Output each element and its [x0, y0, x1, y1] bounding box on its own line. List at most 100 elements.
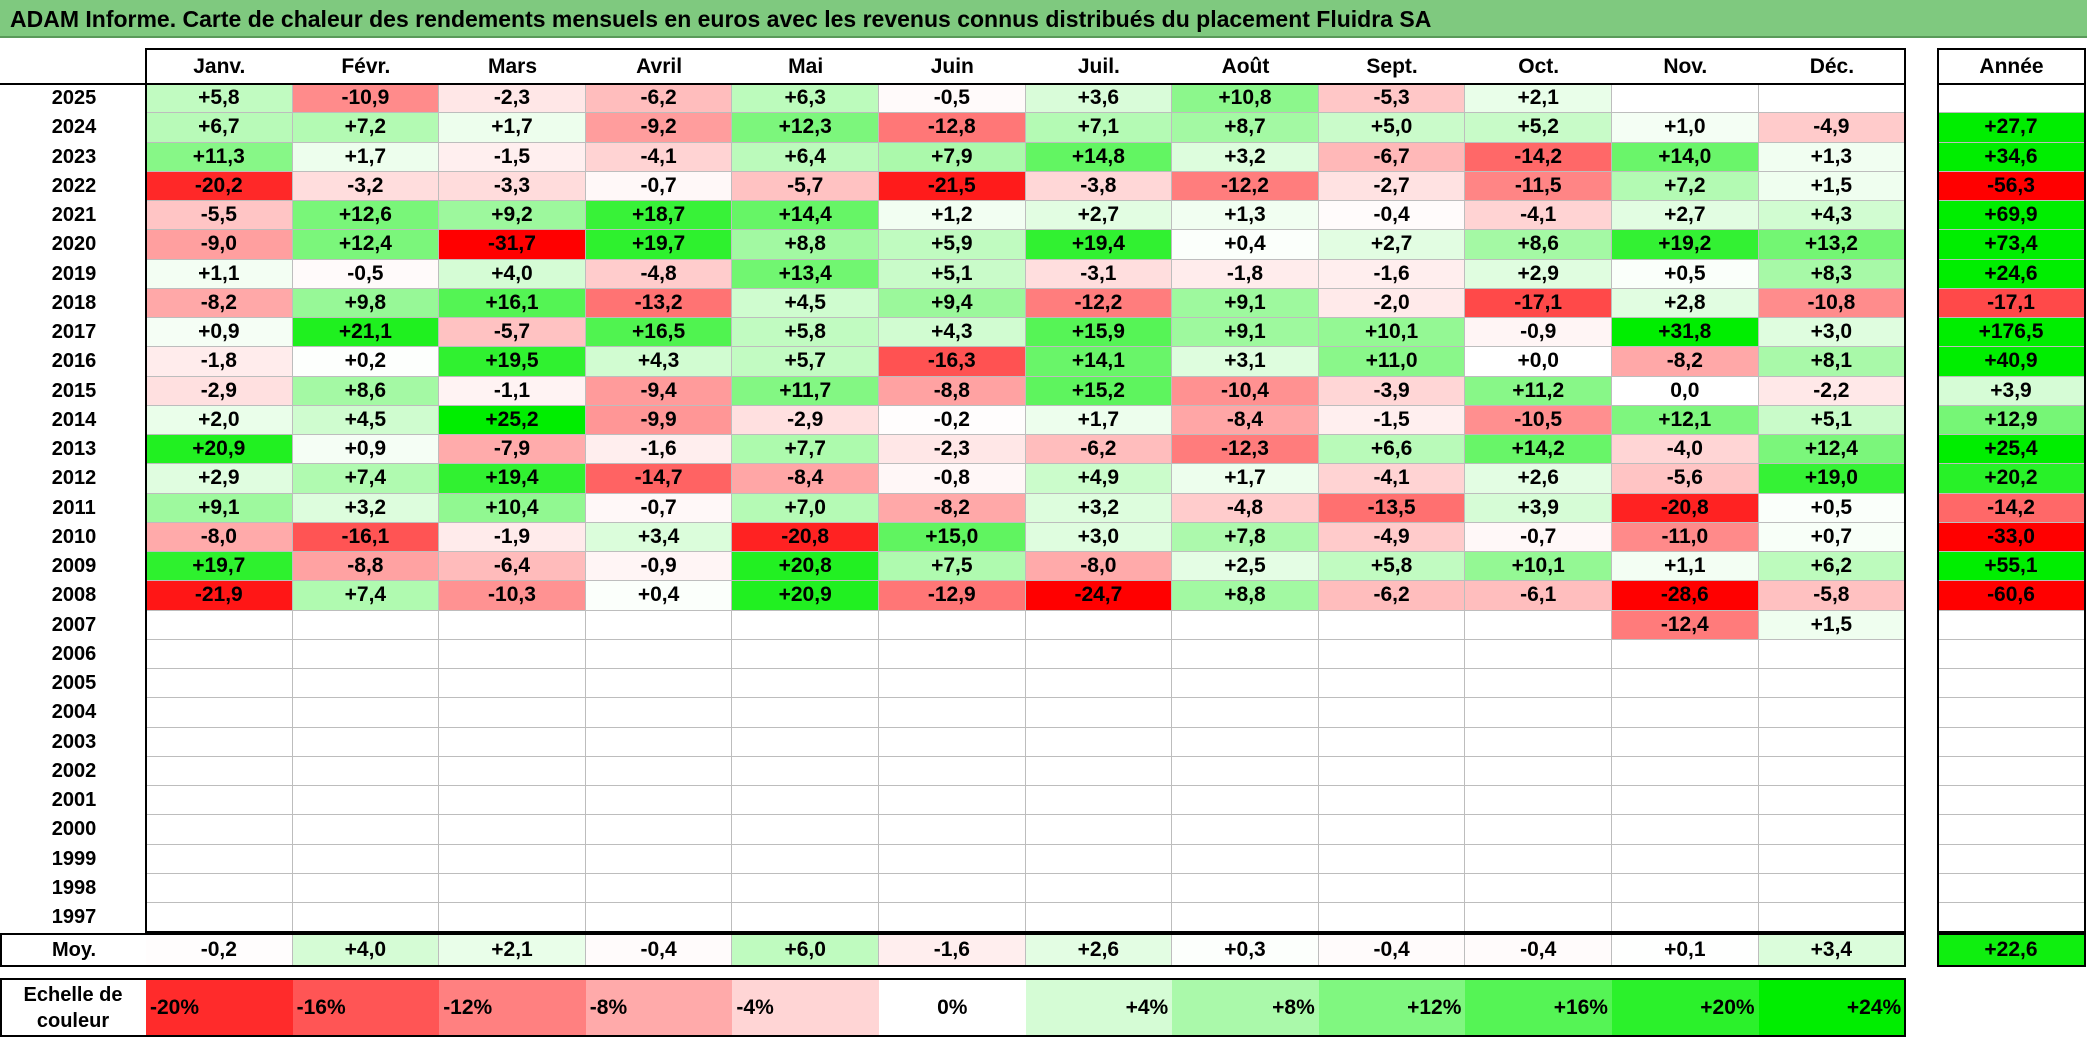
year-label: 2005 [51, 672, 97, 695]
heatmap-cell [1465, 756, 1612, 786]
column-header: Nov. [1663, 54, 1708, 78]
heatmap-cell: +2,1 [1465, 84, 1612, 114]
heatmap-cell: -2,0 [1318, 288, 1466, 318]
heatmap-cell [292, 786, 440, 816]
heatmap-cell [879, 756, 1026, 786]
year-label: 2023 [51, 145, 97, 168]
heatmap-cell: -17,1 [1465, 288, 1612, 318]
heatmap-cell [1318, 639, 1466, 669]
heatmap-cell [1025, 610, 1173, 640]
heatmap-cell [439, 873, 586, 903]
year-label: 1999 [51, 847, 97, 870]
heatmap-cell: -4,8 [1172, 493, 1319, 523]
heatmap-cell [1758, 844, 1906, 874]
annual-cell: +55,1 [1938, 552, 2085, 582]
annual-cell: +34,6 [1938, 142, 2085, 172]
heatmap-cell: -2,2 [1758, 376, 1906, 406]
heatmap-cell: -21,5 [879, 171, 1026, 201]
heatmap-cell: -6,1 [1465, 581, 1612, 611]
year-label: 2013 [51, 438, 97, 461]
heatmap-cell: -1,5 [1318, 405, 1466, 435]
heatmap-cell: -21,9 [146, 581, 293, 611]
heatmap-cell: +1,2 [879, 201, 1026, 231]
heatmap-cell [1025, 639, 1173, 669]
annual-cell: +3,9 [1938, 376, 2085, 406]
heatmap-cell [439, 815, 586, 845]
annual-cell [1938, 84, 2085, 114]
heatmap-cell: +4,3 [585, 347, 733, 377]
year-label: 2022 [51, 174, 97, 197]
heatmap-cell [439, 903, 586, 933]
heatmap-cell [439, 669, 586, 699]
heatmap-cell: +2,7 [1318, 230, 1466, 260]
heatmap-cell: +2,5 [1172, 552, 1319, 582]
heatmap-cell: -9,9 [585, 405, 733, 435]
heatmap-cell [585, 786, 733, 816]
annual-cell [1938, 815, 2085, 845]
heatmap-cell [146, 669, 293, 699]
heatmap-cell [1465, 873, 1612, 903]
heatmap-cell [1465, 727, 1612, 757]
heatmap-cell [1172, 669, 1319, 699]
heatmap-cell [439, 756, 586, 786]
heatmap-cell [1758, 903, 1906, 933]
heatmap-cell: +2,6 [1465, 464, 1612, 494]
color-scale-step: 0% [879, 980, 1026, 1036]
heatmap-cell: -3,3 [439, 171, 586, 201]
heatmap-cell [292, 669, 440, 699]
heatmap-cell [1612, 727, 1759, 757]
heatmap-cell: +21,1 [292, 318, 440, 348]
heatmap-cell [1612, 903, 1759, 933]
heatmap-cell: +1,7 [292, 142, 440, 172]
heatmap-cell [1612, 844, 1759, 874]
color-scale-label-line1: Echelle de [23, 984, 123, 1006]
heatmap-cell [1318, 610, 1466, 640]
heatmap-cell: -6,2 [585, 84, 733, 114]
color-scale-label-line2: couleur [36, 1010, 110, 1032]
heatmap-cell: +3,1 [1172, 347, 1319, 377]
heatmap-cell: -8,0 [146, 522, 293, 552]
heatmap-cell: +9,2 [439, 201, 586, 231]
heatmap-cell: +10,1 [1318, 318, 1466, 348]
annual-cell: -60,6 [1938, 581, 2085, 611]
heatmap-cell [1172, 639, 1319, 669]
heatmap-cell: +5,2 [1465, 113, 1612, 143]
heatmap-cell: -6,2 [1025, 435, 1173, 465]
heatmap-cell: -6,4 [439, 552, 586, 582]
heatmap-cell [879, 903, 1026, 933]
heatmap-cell: +11,2 [1465, 376, 1612, 406]
heatmap-cell: +5,8 [146, 84, 293, 114]
heatmap-cell [1465, 639, 1612, 669]
heatmap-cell: +0,4 [1172, 230, 1319, 260]
heatmap-cell: +12,1 [1612, 405, 1759, 435]
heatmap-cell [439, 639, 586, 669]
average-cell: +3,4 [1758, 934, 1906, 966]
year-label: 2015 [51, 379, 97, 402]
heatmap-cell [146, 727, 293, 757]
heatmap-cell [1172, 610, 1319, 640]
heatmap-cell: +19,7 [146, 552, 293, 582]
heatmap-cell: -24,7 [1025, 581, 1173, 611]
heatmap-cell [292, 844, 440, 874]
heatmap-cell: +3,6 [1025, 84, 1173, 114]
heatmap-cell [1172, 727, 1319, 757]
heatmap-cell: +5,1 [879, 259, 1026, 289]
heatmap-cell: -4,0 [1612, 435, 1759, 465]
heatmap-cell [732, 610, 879, 640]
heatmap-cell: +6,3 [732, 84, 879, 114]
heatmap-cell: -0,7 [585, 171, 733, 201]
heatmap-cell [1612, 756, 1759, 786]
heatmap-cell: +0,5 [1758, 493, 1906, 523]
heatmap-cell: +7,7 [732, 435, 879, 465]
average-cell: +6,0 [732, 934, 879, 966]
heatmap-cell: +1,7 [439, 113, 586, 143]
heatmap-cell [1465, 903, 1612, 933]
heatmap-cell [1758, 698, 1906, 728]
color-scale-step: -8% [585, 980, 733, 1036]
heatmap-cell: +7,0 [732, 493, 879, 523]
heatmap-cell: -12,2 [1172, 171, 1319, 201]
heatmap-cell: +2,8 [1612, 288, 1759, 318]
year-label: 2014 [51, 408, 97, 431]
heatmap-cell: -3,2 [292, 171, 440, 201]
column-header: Févr. [341, 54, 391, 78]
